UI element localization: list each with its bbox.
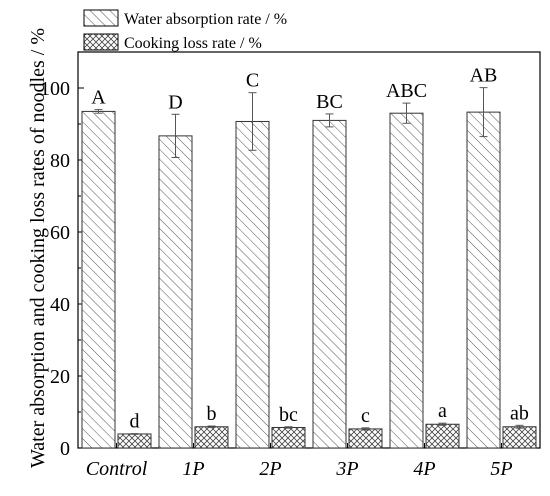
bar-water-absorption bbox=[389, 112, 424, 449]
bar-water-absorption bbox=[312, 119, 347, 449]
significance-label: a bbox=[438, 400, 447, 422]
legend-swatch-cooking-loss bbox=[83, 33, 119, 51]
x-tick-label: 1P bbox=[182, 458, 204, 480]
legend: Water absorption rate / % Cooking loss r… bbox=[83, 9, 287, 52]
x-tick-label: 4P bbox=[413, 458, 435, 480]
y-axis-title: Water absorption and cooking loss rates … bbox=[27, 28, 49, 468]
y-tick-label: 80 bbox=[50, 150, 70, 172]
significance-label: D bbox=[168, 91, 182, 113]
significance-label: ABC bbox=[386, 80, 427, 102]
significance-label: bc bbox=[279, 404, 298, 426]
significance-label: C bbox=[246, 70, 259, 92]
bar-cooking-loss bbox=[425, 423, 460, 449]
significance-label: d bbox=[130, 411, 140, 433]
x-tick-label: 5P bbox=[490, 458, 512, 480]
legend-label-cooking-loss: Cooking loss rate / % bbox=[124, 35, 262, 52]
significance-label: BC bbox=[316, 91, 343, 113]
x-tick-label: Control bbox=[86, 458, 148, 480]
legend-label-water-absorption: Water absorption rate / % bbox=[124, 11, 287, 28]
y-tick-label: 60 bbox=[50, 222, 70, 244]
y-tick-label: 0 bbox=[60, 438, 70, 460]
bar-cooking-loss bbox=[348, 428, 383, 449]
bar-water-absorption bbox=[158, 135, 193, 449]
significance-label: A bbox=[91, 87, 106, 109]
y-tick-label: 20 bbox=[50, 366, 70, 388]
bar-water-absorption bbox=[235, 120, 270, 449]
significance-label: AB bbox=[470, 65, 498, 87]
x-tick-label: 2P bbox=[259, 458, 281, 480]
significance-label: b bbox=[207, 403, 217, 425]
bar-cooking-loss bbox=[117, 433, 152, 449]
bar-water-absorption bbox=[81, 110, 116, 449]
bar-water-absorption bbox=[466, 111, 501, 449]
y-axis-title-group: Water absorption and cooking loss rates … bbox=[27, 28, 49, 468]
bar-cooking-loss bbox=[194, 426, 229, 449]
bar-cooking-loss bbox=[271, 426, 306, 449]
x-tick-label: 3P bbox=[335, 458, 358, 480]
legend-swatch-water-absorption bbox=[83, 9, 119, 27]
y-tick-label: 40 bbox=[50, 294, 70, 316]
y-tick-label: 100 bbox=[40, 78, 70, 100]
significance-label: c bbox=[361, 405, 370, 427]
bar-cooking-loss bbox=[502, 426, 537, 449]
significance-label: ab bbox=[510, 402, 529, 424]
plot-frame bbox=[77, 51, 541, 449]
